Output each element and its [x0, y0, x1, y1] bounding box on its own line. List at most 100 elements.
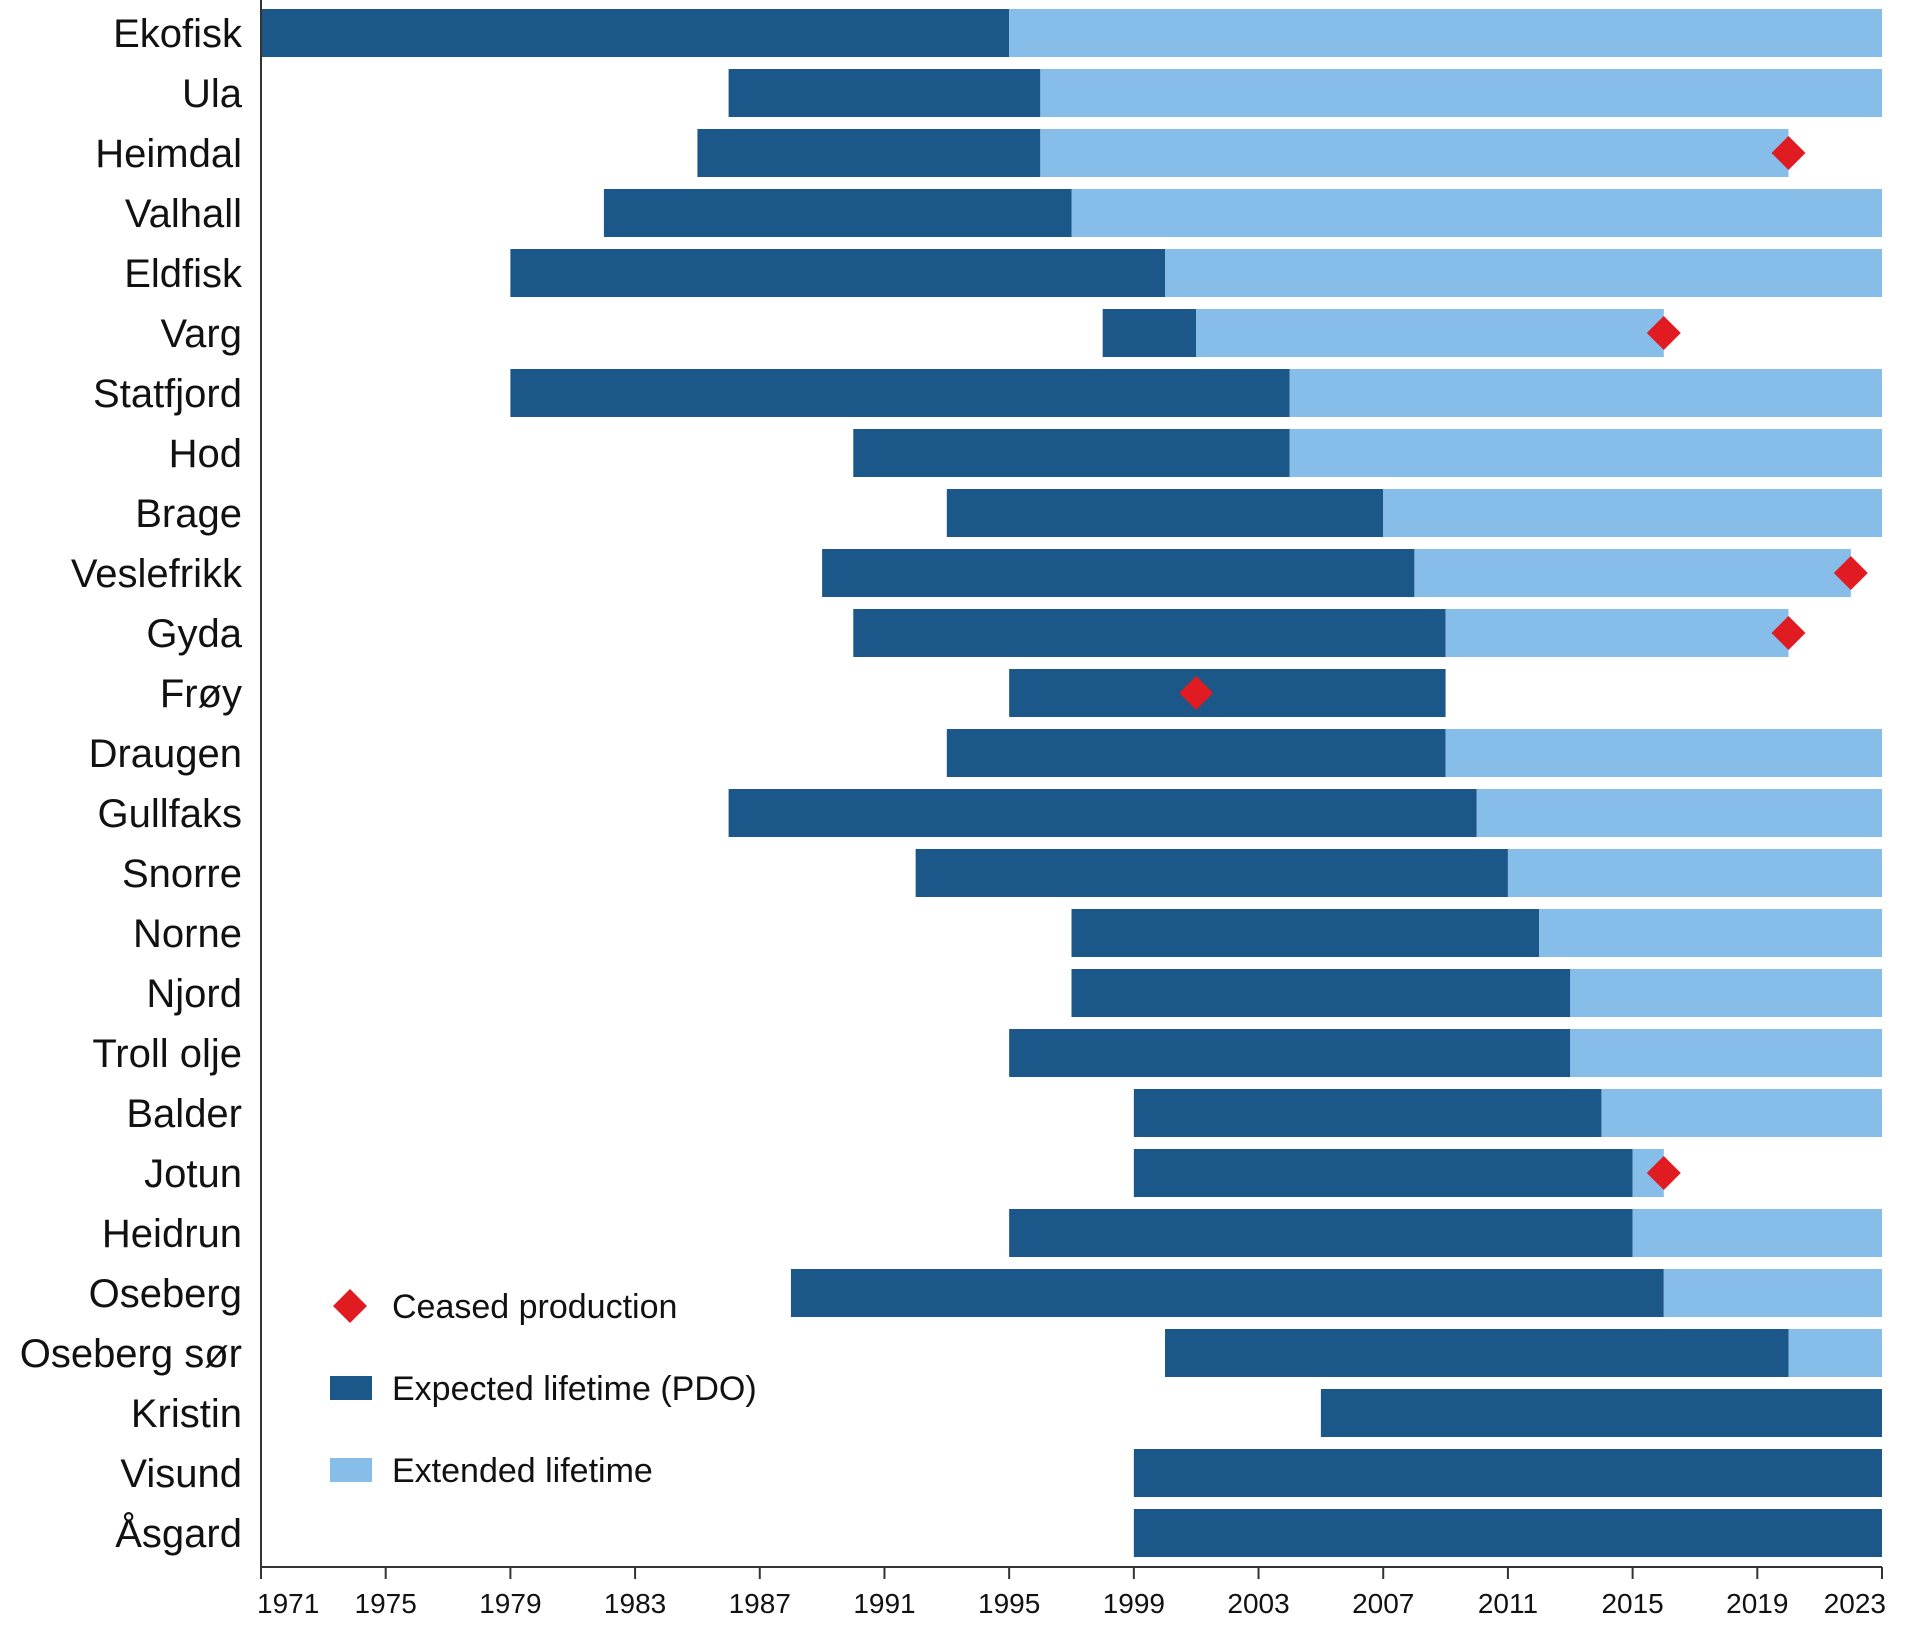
legend: Ceased production Expected lifetime (PDO)…: [330, 1288, 757, 1490]
x-tick-label-2007: 2007: [1352, 1588, 1414, 1619]
bar-extended-oseberg: [1663, 1269, 1882, 1317]
bar-expected-valhall: [603, 189, 1072, 237]
bar-extended-heimdal: [1040, 129, 1789, 177]
category-label-kristin: Kristin: [131, 1392, 242, 1436]
x-tick-label-1975: 1975: [355, 1588, 417, 1619]
x-tick-label-2003: 2003: [1227, 1588, 1289, 1619]
category-label-hod: Hod: [169, 432, 242, 476]
category-label-heimdal: Heimdal: [95, 132, 242, 176]
bars-layer: [261, 9, 1882, 1557]
bar-expected-varg: [1102, 309, 1197, 357]
category-label-statfjord: Statfjord: [93, 372, 242, 416]
bar-expected-gullfaks: [728, 789, 1477, 837]
bar-extended-ula: [1040, 69, 1882, 117]
bar-extended-valhall: [1071, 189, 1882, 237]
bar-extended-oseberg-s-r: [1788, 1329, 1882, 1377]
bar-extended-heidrun: [1632, 1209, 1882, 1257]
bar-expected-heimdal: [697, 129, 1041, 177]
x-axis: 1971 1975 1979 1983 1987 1991 1995 1999 2003 2007…: [257, 0, 1886, 1619]
legend-expected-swatch: [330, 1376, 372, 1400]
bar-expected-heidrun: [1009, 1209, 1633, 1257]
x-tick-label-1995: 1995: [978, 1588, 1040, 1619]
bar-extended-troll-olje: [1570, 1029, 1882, 1077]
category-labels: Ekofisk Ula Heimdal Valhall Eldfisk Varg Statf…: [20, 12, 243, 1556]
bar-extended-eldfisk: [1165, 249, 1882, 297]
category-label-gyda: Gyda: [146, 612, 242, 656]
x-tick-label-1987: 1987: [729, 1588, 791, 1619]
bar-expected-njord: [1071, 969, 1571, 1017]
x-tick-label-1991: 1991: [853, 1588, 915, 1619]
bar-expected-troll-olje: [1009, 1029, 1571, 1077]
x-tick-label-1971: 1971: [257, 1588, 319, 1619]
category-label-njord: Njord: [146, 972, 242, 1016]
category-label-varg: Varg: [160, 312, 242, 356]
bar-expected-hod: [853, 429, 1290, 477]
ceased-marker-veslefrikk: [1833, 556, 1868, 590]
bar-expected-kristin: [1320, 1389, 1882, 1437]
bar-expected-gyda: [853, 609, 1446, 657]
bar-expected-a-sgard: [1133, 1509, 1882, 1557]
bar-expected-visund: [1133, 1449, 1882, 1497]
x-tick-label-2023: 2023: [1824, 1588, 1886, 1619]
category-label-ekofisk: Ekofisk: [113, 12, 243, 56]
x-tick-label-1979: 1979: [479, 1588, 541, 1619]
category-label-visund: Visund: [120, 1452, 242, 1496]
ceased-marker-heimdal: [1771, 136, 1806, 170]
bar-expected-oseberg-s-r: [1165, 1329, 1789, 1377]
bar-expected-brage: [946, 489, 1384, 537]
category-label-ula: Ula: [182, 72, 243, 116]
category-label-eldfisk: Eldfisk: [124, 252, 243, 296]
ceased-markers: [1179, 136, 1868, 1190]
category-label-oseberg: Oseberg: [89, 1272, 242, 1316]
bar-expected-draugen: [946, 729, 1446, 777]
bar-expected-balder: [1133, 1089, 1602, 1137]
category-label-jotun: Jotun: [144, 1152, 242, 1196]
category-label-troll-olje: Troll olje: [92, 1032, 242, 1076]
bar-extended-brage: [1383, 489, 1882, 537]
bar-extended-varg: [1196, 309, 1664, 357]
bar-expected-statfjord: [510, 369, 1290, 417]
category-label-veslefrikk: Veslefrikk: [71, 552, 243, 596]
bar-extended-gullfaks: [1476, 789, 1882, 837]
category-label-gullfaks: Gullfaks: [98, 792, 243, 836]
category-label-valhall: Valhall: [125, 192, 242, 236]
category-label-norne: Norne: [133, 912, 242, 956]
bar-extended-veslefrikk: [1414, 549, 1851, 597]
x-tick-label-2019: 2019: [1726, 1588, 1788, 1619]
category-label-oseberg-s-r: Oseberg sør: [20, 1332, 242, 1376]
bar-expected-ula: [728, 69, 1041, 117]
bar-expected-oseberg: [790, 1269, 1664, 1317]
legend-ceased-label: Ceased production: [392, 1288, 677, 1326]
legend-expected-label: Expected lifetime (PDO): [392, 1370, 757, 1408]
bar-extended-statfjord: [1289, 369, 1882, 417]
category-label-brage: Brage: [135, 492, 242, 536]
x-tick-label-2015: 2015: [1601, 1588, 1663, 1619]
category-label-draugen: Draugen: [89, 732, 242, 776]
bar-expected-eldfisk: [510, 249, 1166, 297]
category-label-snorre: Snorre: [122, 852, 242, 896]
bar-extended-hod: [1289, 429, 1882, 477]
ceased-marker-jotun: [1646, 1156, 1681, 1190]
bar-expected-norne: [1071, 909, 1540, 957]
bar-extended-ekofisk: [1009, 9, 1882, 57]
bar-extended-gyda: [1445, 609, 1789, 657]
x-tick-label-1983: 1983: [604, 1588, 666, 1619]
bar-extended-njord: [1570, 969, 1882, 1017]
bar-expected-ekofisk: [261, 9, 1010, 57]
bar-expected-veslefrikk: [822, 549, 1415, 597]
category-label-balder: Balder: [126, 1092, 242, 1136]
bar-expected-fr-y: [1009, 669, 1446, 717]
bar-extended-draugen: [1445, 729, 1882, 777]
ceased-marker-fr-y: [1179, 676, 1214, 710]
x-tick-label-2011: 2011: [1478, 1588, 1538, 1619]
bar-extended-norne: [1539, 909, 1882, 957]
bar-extended-snorre: [1507, 849, 1882, 897]
category-label-a-sgard: Åsgard: [115, 1511, 242, 1556]
bar-expected-snorre: [915, 849, 1508, 897]
category-label-fr-y: Frøy: [160, 672, 242, 716]
legend-extended-label: Extended lifetime: [392, 1452, 653, 1490]
x-tick-label-1999: 1999: [1103, 1588, 1165, 1619]
legend-extended-swatch: [330, 1458, 372, 1482]
ceased-marker-varg: [1646, 316, 1681, 350]
